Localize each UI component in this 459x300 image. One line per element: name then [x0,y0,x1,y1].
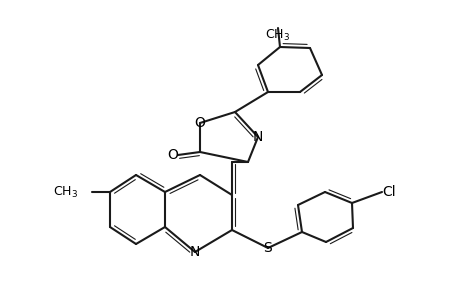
Text: CH$_3$: CH$_3$ [53,184,78,200]
Text: Cl: Cl [381,185,395,199]
Text: N: N [252,130,263,144]
Text: N: N [190,245,200,259]
Text: O: O [167,148,178,162]
Text: CH$_3$: CH$_3$ [265,28,290,43]
Text: S: S [263,241,272,255]
Text: O: O [194,116,205,130]
